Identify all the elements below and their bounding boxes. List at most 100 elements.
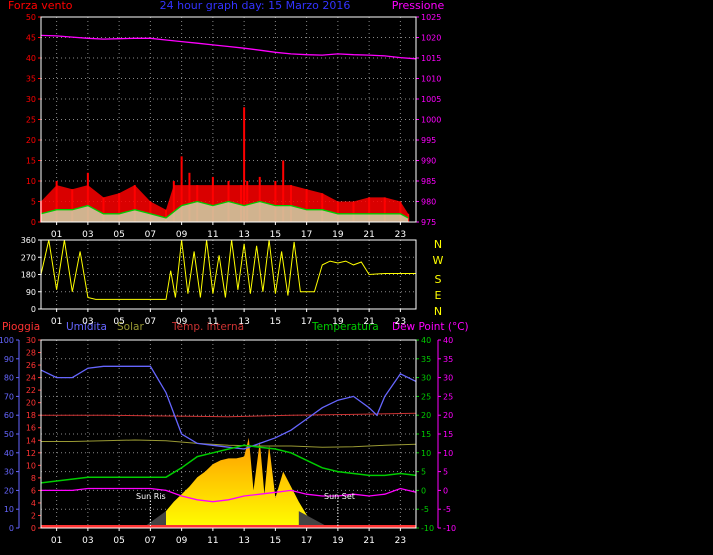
x-tick-label-15: 15 (270, 536, 281, 546)
dewpoint-axis-tick-label: -5 (443, 505, 451, 514)
x-tick-label-05: 05 (113, 536, 124, 546)
compass-w: W (433, 254, 444, 267)
direction-axis-tick-label: 0 (31, 305, 36, 314)
dewpoint-axis-tick-label: 0 (443, 486, 448, 495)
humidity-axis-tick-label: 30 (4, 468, 14, 477)
compass-e: E (435, 289, 442, 302)
dewpoint-axis-tick-label: 25 (443, 392, 453, 401)
compass-s: S (435, 273, 442, 286)
dewpoint-axis-tick-label: 15 (443, 430, 453, 439)
rain-axis-tick-label: 22 (26, 386, 36, 395)
wind-axis-tick-label: 40 (26, 54, 36, 63)
x-tick-label-19: 19 (332, 536, 344, 546)
wind-axis-tick-label: 20 (26, 136, 36, 145)
dewpoint-axis-tick-label: 5 (443, 468, 448, 477)
x-tick-label-21: 21 (363, 230, 374, 240)
pressure-axis-tick-label: 990 (421, 157, 436, 166)
humidity-line (40, 365, 417, 450)
solar-area (142, 437, 323, 528)
legend-rain: Pioggia (2, 321, 40, 333)
temperature-line (40, 444, 417, 484)
direction-axis-tick-label: 360 (21, 236, 36, 245)
chart-title: 24 hour graph day: 15 Marzo 2016 (160, 0, 351, 12)
rain-axis-tick-label: 16 (26, 424, 36, 433)
left-axis-title: Forza vento (8, 0, 73, 12)
rain-axis-tick-label: 2 (31, 511, 36, 520)
compass-n-top: N (434, 238, 442, 251)
rain-axis-tick-label: 18 (26, 411, 36, 420)
temperature-axis-tick-label: -10 (421, 524, 434, 533)
humidity-axis-tick-label: 100 (0, 336, 14, 345)
dewpoint-line (41, 487, 417, 503)
dewpoint-axis-tick-label: 35 (443, 355, 453, 364)
pressure-axis-tick-label: 995 (421, 136, 436, 145)
pressure-axis-tick-label: 1000 (421, 116, 441, 125)
humidity-axis-tick-label: 10 (4, 505, 14, 514)
x-tick-label-17: 17 (301, 536, 312, 546)
pressure-axis-tick-label: 1015 (421, 54, 441, 63)
rain-axis-tick-label: 14 (26, 436, 36, 445)
pressure-axis-tick-label: 985 (421, 177, 436, 186)
x-tick-label-11: 11 (207, 536, 218, 546)
direction-axis-tick-label: 180 (21, 271, 36, 280)
x-tick-label-05: 05 (113, 230, 124, 240)
rain-axis-tick-label: 12 (26, 449, 36, 458)
x-tick-label-07: 07 (145, 317, 156, 327)
x-tick-label-15: 15 (270, 230, 281, 240)
dewpoint-axis-tick-label: 20 (443, 411, 453, 420)
humidity-axis-tick-label: 70 (4, 392, 14, 401)
pressure-axis-tick-label: 1005 (421, 95, 441, 104)
x-tick-label-21: 21 (363, 536, 374, 546)
humidity-axis-tick-label: 40 (4, 449, 14, 458)
temperature-axis-tick-label: 30 (421, 374, 431, 383)
rain-axis-tick-label: 20 (26, 399, 36, 408)
dewpoint-axis-tick-label: 10 (443, 449, 453, 458)
x-tick-label-23: 23 (395, 230, 406, 240)
rain-axis-tick-label: 26 (26, 361, 36, 370)
rain-axis-tick-label: 0 (31, 524, 36, 533)
legend-dewpoint: Dew Point (°C) (392, 321, 469, 333)
plot-frame-mid (40, 239, 417, 310)
x-tick-label-03: 03 (82, 536, 93, 546)
wind-speed-line (40, 200, 409, 219)
dewpoint-axis-tick-label: 30 (443, 374, 453, 383)
legend-temp-interna: Temp. interna (171, 321, 244, 333)
x-tick-label-07: 07 (145, 536, 156, 546)
temperature-axis-tick-label: -5 (421, 505, 429, 514)
x-tick-label-19: 19 (332, 230, 344, 240)
legend-humidity: Umidita (66, 321, 107, 333)
wind-avg-area (41, 201, 409, 222)
x-tick-label-15: 15 (270, 317, 281, 327)
x-tick-label-01: 01 (51, 536, 62, 546)
pressure-line (40, 34, 417, 60)
plot-frame-bottom (40, 339, 417, 529)
rain-axis-tick-label: 30 (26, 336, 36, 345)
wind-axis-tick-label: 50 (26, 13, 36, 22)
pressure-axis-tick-label: 1020 (421, 34, 441, 43)
pressure-axis-tick-label: 1010 (421, 75, 441, 84)
wind-axis-tick-label: 10 (26, 177, 36, 186)
x-tick-label-11: 11 (207, 230, 218, 240)
wind-axis-tick-label: 35 (26, 75, 36, 84)
sunset-shade (298, 511, 331, 528)
sunrise-shade (142, 511, 166, 528)
humidity-axis-tick-label: 60 (4, 411, 14, 420)
temperature-axis-tick-label: 5 (421, 468, 426, 477)
solar-max-line (41, 439, 417, 448)
x-tick-label-09: 09 (176, 536, 188, 546)
x-tick-label-13: 13 (238, 536, 249, 546)
wind-direction-line (40, 239, 416, 300)
dewpoint-axis-tick-label: 40 (443, 336, 453, 345)
humidity-axis-tick-label: 90 (4, 355, 14, 364)
temperature-axis-tick-label: 20 (421, 411, 431, 420)
x-tick-label-17: 17 (301, 230, 312, 240)
temperature-axis-tick-label: 0 (421, 486, 426, 495)
x-tick-label-23: 23 (395, 317, 406, 327)
x-tick-label-09: 09 (176, 317, 188, 327)
x-tick-label-13: 13 (238, 230, 249, 240)
wind-axis-tick-label: 45 (26, 34, 36, 43)
pressure-axis-tick-label: 980 (421, 198, 436, 207)
temperature-axis-tick-label: 15 (421, 430, 431, 439)
x-tick-label-13: 13 (238, 317, 249, 327)
